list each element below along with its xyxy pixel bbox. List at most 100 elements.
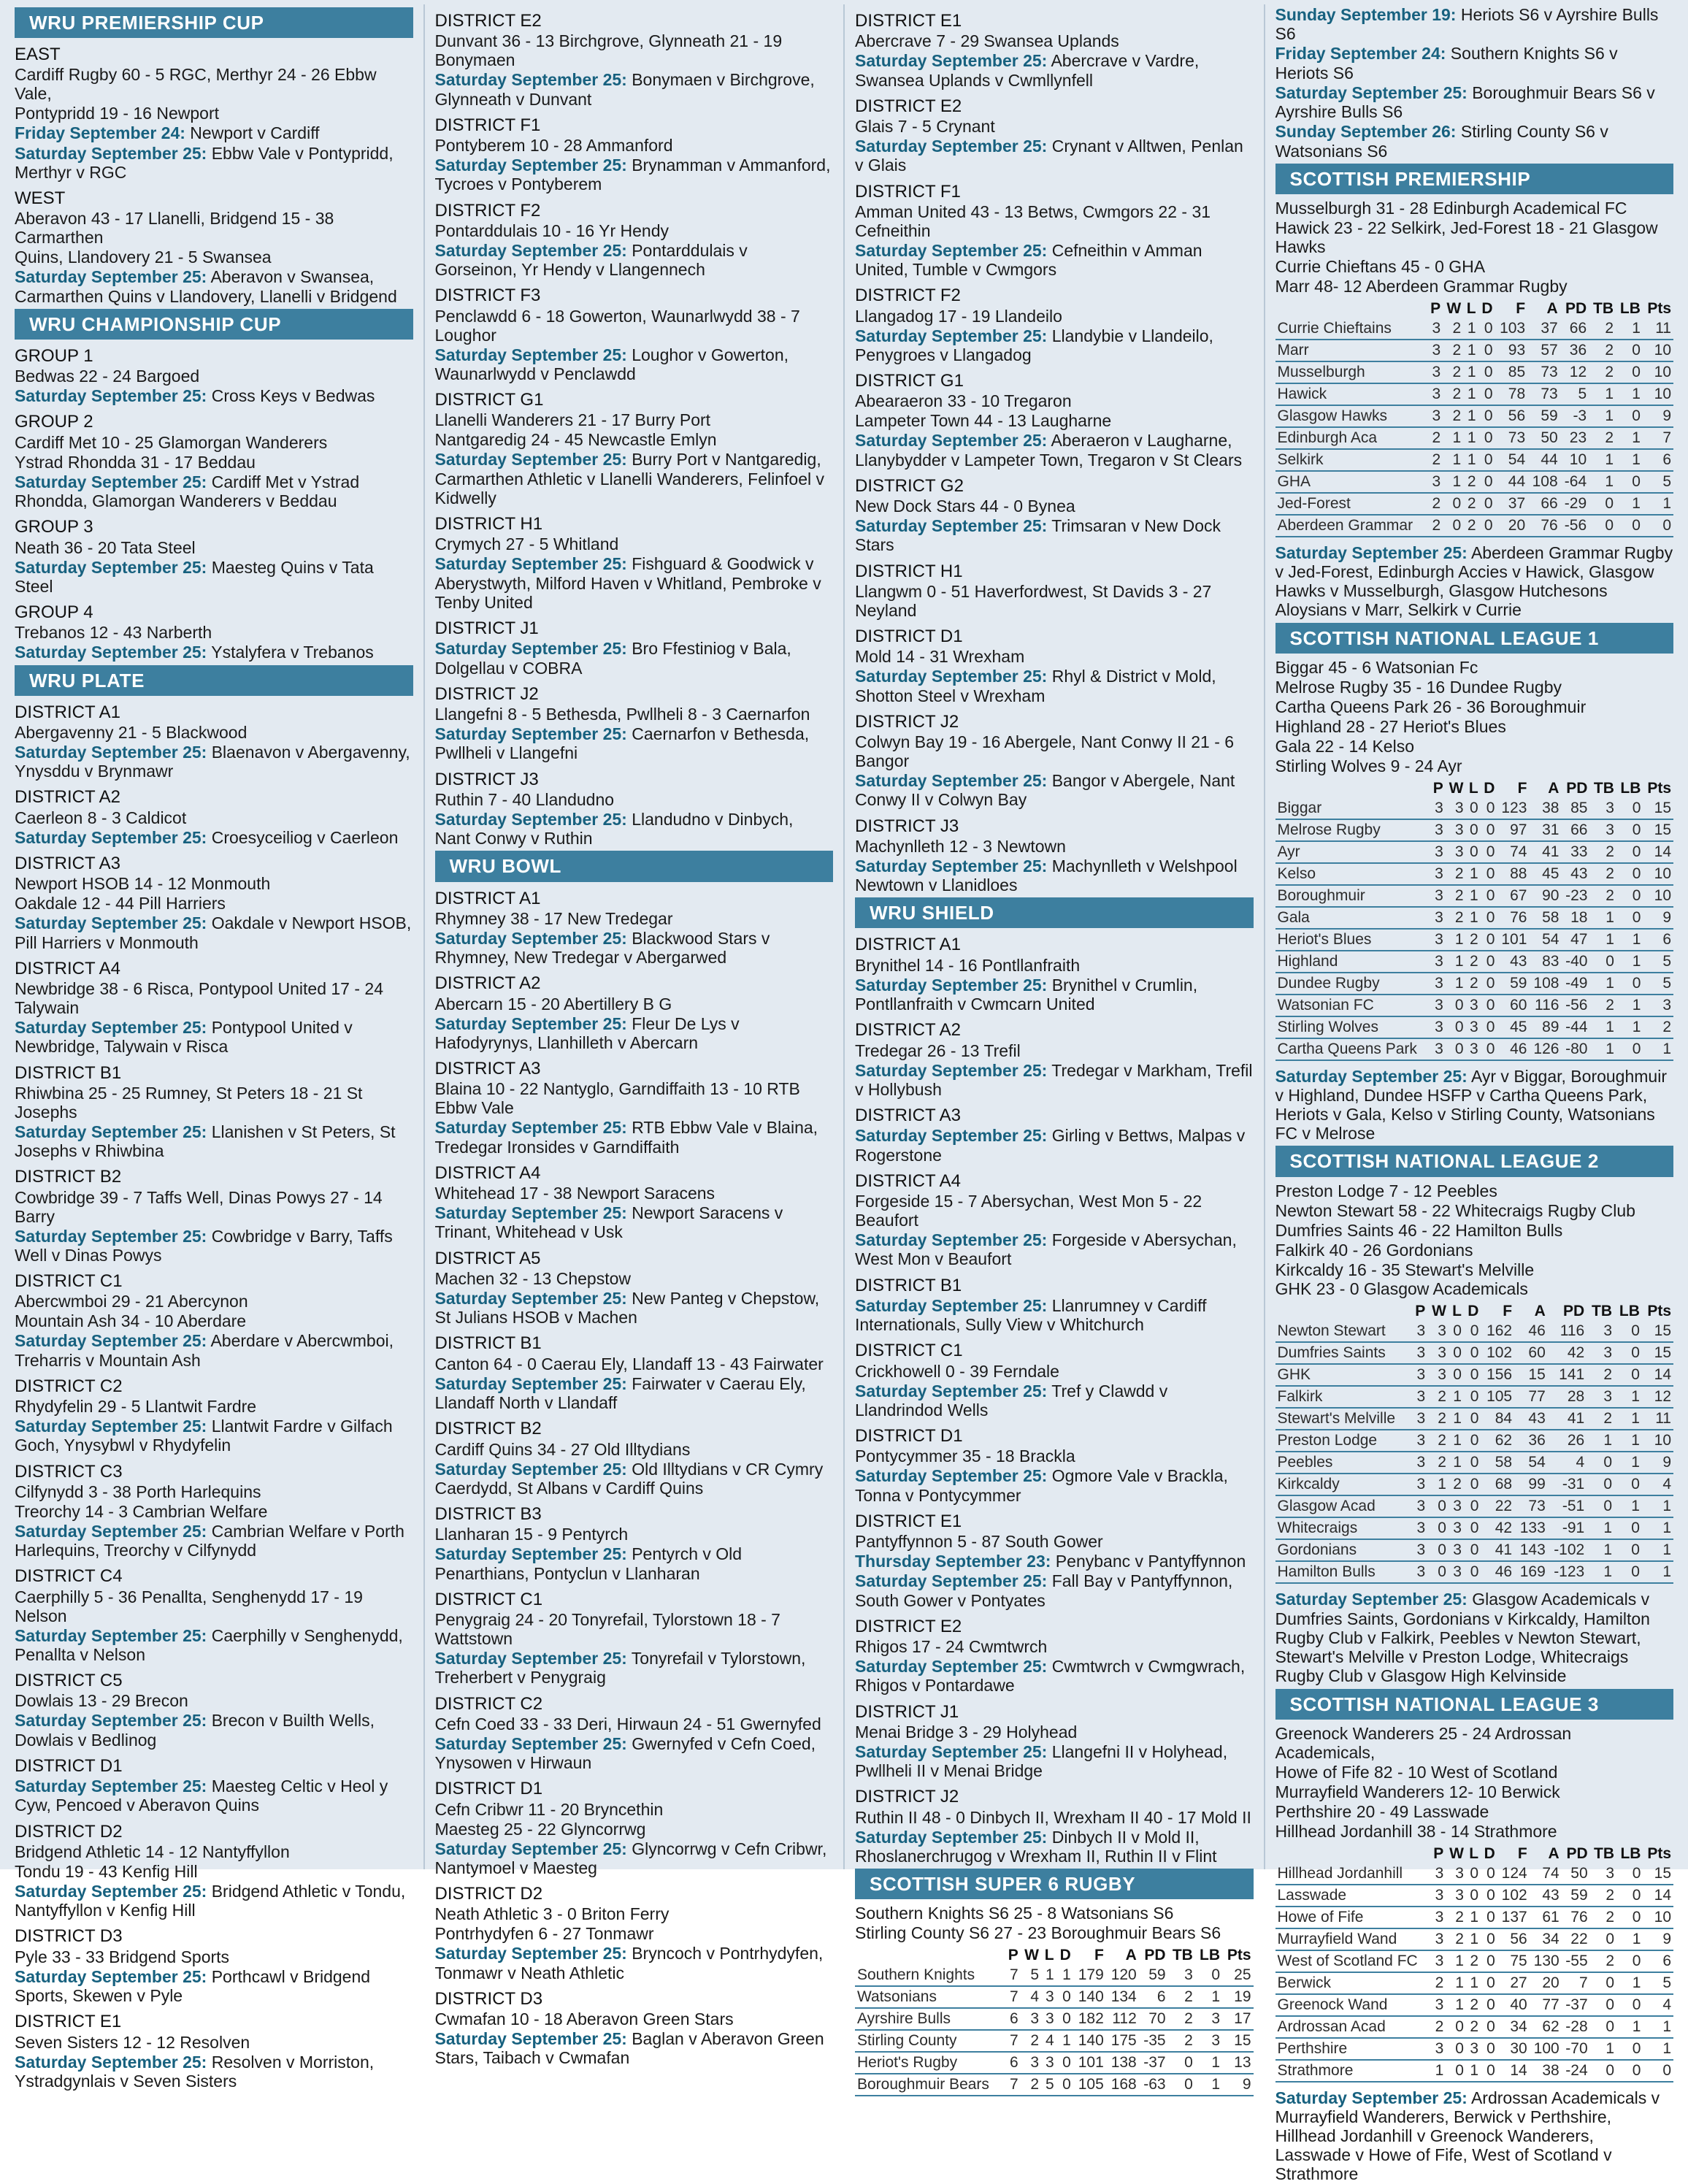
fixture-line: Saturday September 25: Abercrave v Vardr… — [855, 51, 1200, 90]
team-name-cell: Southern Knights — [855, 1965, 1005, 1988]
stat-cell-d: 0 — [1463, 1386, 1481, 1409]
stat-cell-lb: 0 — [1616, 1038, 1643, 1061]
team-name-cell: Berwick — [1275, 1972, 1430, 1995]
stat-cell-l: 1 — [1465, 1928, 1481, 1951]
stat-cell-tb: 1 — [1587, 1539, 1615, 1563]
stat-cell-p: 2 — [1430, 1972, 1446, 1995]
stat-cell-d: 0 — [1463, 1539, 1481, 1563]
table-row: Ayrshire Bulls 6 3 3 0 182 112 70 2 3 17 — [855, 2008, 1254, 2031]
stat-cell-p: 3 — [1411, 1342, 1428, 1365]
stat-cell-tb: 2 — [1589, 840, 1616, 864]
section-banner-wru-bowl: WRU BOWL — [434, 851, 833, 882]
note-day: Saturday September 25: — [1275, 543, 1468, 562]
stat-cell-l: 3 — [1465, 1038, 1481, 1061]
stat-cell-d: 0 — [1478, 470, 1495, 494]
subsection-heading: DISTRICT J2 — [855, 1787, 959, 1807]
fixture-day: Saturday September 25: — [855, 1381, 1048, 1401]
stat-cell-tb: 1 — [1589, 1016, 1616, 1039]
result-line: Highland 28 - 27 Heriot's Blues — [1275, 716, 1506, 736]
stat-cell-a: 112 — [1105, 2008, 1139, 2031]
subsection-heading: DISTRICT D1 — [15, 1755, 123, 1776]
stat-cell-pd: 50 — [1561, 1863, 1590, 1885]
stat-cell-pts: 10 — [1643, 1906, 1673, 1929]
stat-cell-f: 68 — [1481, 1474, 1515, 1497]
stat-cell-pts: 15 — [1641, 1342, 1673, 1365]
subsection-heading: GROUP 3 — [15, 517, 93, 537]
fixture-day: Saturday September 25: — [434, 1944, 627, 1963]
stat-cell-pd: -31 — [1547, 1474, 1587, 1497]
stat-cell-l: 3 — [1465, 1016, 1481, 1039]
fixture-day: Saturday September 25: — [434, 554, 627, 574]
stat-cell-p: 3 — [1427, 361, 1443, 384]
standings-table: P W L D F A PD TB LB Pts Southern Knights 7 5 1 1 179 12… — [855, 1947, 1254, 2097]
stat-cell-l: 0 — [1465, 819, 1481, 842]
stat-cell-pts: 11 — [1641, 1408, 1673, 1431]
result-line: Lampeter Town 44 - 13 Laugharne — [855, 411, 1112, 431]
stat-cell-lb: 1 — [1194, 1986, 1223, 2009]
result-line: Oakdale 12 - 44 Pill Harriers — [15, 894, 226, 913]
stat-cell-a: 100 — [1529, 2037, 1562, 2061]
stat-cell-pd: 26 — [1547, 1430, 1587, 1453]
stat-cell-tb: 1 — [1587, 1430, 1615, 1453]
team-name-cell: Newton Stewart — [1275, 1321, 1411, 1344]
stat-cell-pts: 7 — [1642, 426, 1673, 450]
result-line: Llanelli Wanderers 21 - 17 Burry Port — [434, 410, 711, 430]
stat-cell-a: 34 — [1529, 1928, 1562, 1951]
stat-cell-f: 88 — [1497, 862, 1530, 886]
stat-cell-w: 2 — [1446, 1906, 1466, 1929]
stat-cell-pd: 5 — [1560, 383, 1589, 406]
result-line: Cwmafan 10 - 18 Aberavon Green Stars — [434, 2009, 734, 2029]
table-row: Heriot's Rugby 6 3 3 0 101 138 -37 0 1 13 — [855, 2052, 1254, 2075]
stat-cell-d: 0 — [1478, 361, 1495, 384]
table-row: Murrayfield Wand 3 2 1 0 56 34 22 0 1 9 — [1275, 1928, 1673, 1951]
subsection-heading: EAST — [15, 45, 61, 65]
fixture-day: Saturday September 25: — [15, 643, 207, 662]
stat-cell-p: 3 — [1430, 1863, 1446, 1885]
result-line: Dumfries Saints 46 - 22 Hamilton Bulls — [1275, 1220, 1563, 1240]
column-header-l: L — [1452, 1303, 1462, 1320]
stat-cell-l: 0 — [1448, 1342, 1464, 1365]
table-row: Heriot's Blues 3 1 2 0 101 54 47 1 1 6 — [1275, 928, 1673, 951]
fixture-day: Saturday September 25: — [434, 345, 627, 364]
stat-cell-a: 99 — [1514, 1474, 1548, 1497]
stat-cell-tb: 2 — [1589, 339, 1616, 362]
result-line: Gala 22 - 14 Kelso — [1275, 736, 1415, 756]
stat-cell-pd: -80 — [1561, 1038, 1590, 1061]
table-row: Perthshire 3 0 3 0 30 100 -70 1 0 1 — [1275, 2037, 1673, 2061]
result-line: Tredegar 26 - 13 Trefil — [855, 1041, 1021, 1060]
column-header-pd: PD — [1565, 299, 1587, 317]
result-line: Whitehead 17 - 38 Newport Saracens — [434, 1184, 716, 1203]
stat-cell-pts: 14 — [1643, 1884, 1673, 1907]
column-header-p: P — [1433, 1844, 1444, 1862]
column-header-team — [1275, 1303, 1411, 1321]
stat-cell-pts: 1 — [1641, 1517, 1673, 1541]
fixture-day: Sunday September 26: — [1275, 122, 1457, 142]
result-line: Musselburgh 31 - 28 Edinburgh Academical… — [1275, 198, 1627, 218]
result-line: Nantgaredig 24 - 45 Newcastle Emlyn — [434, 430, 717, 450]
stat-cell-l: 3 — [1465, 994, 1481, 1017]
table-row: Highland 3 1 2 0 43 83 -40 0 1 5 — [1275, 950, 1673, 973]
stat-cell-d: 0 — [1480, 972, 1497, 995]
stat-cell-tb: 3 — [1587, 1321, 1615, 1344]
stat-cell-a: 38 — [1529, 797, 1562, 820]
fixture-line: Saturday September 25: Llandudno v Dinby… — [434, 810, 794, 848]
table-row: Stirling Wolves 3 0 3 0 45 89 -44 1 1 2 — [1275, 1016, 1673, 1039]
result-line: Menai Bridge 3 - 29 Holyhead — [855, 1723, 1078, 1742]
result-line: Perthshire 20 - 49 Lasswade — [1275, 1801, 1489, 1821]
team-name-cell: Watsonian FC — [1275, 994, 1430, 1017]
stat-cell-l: 2 — [1465, 950, 1481, 973]
stat-cell-d: 0 — [1480, 862, 1497, 886]
subsection-heading: DISTRICT C4 — [15, 1566, 123, 1587]
stat-cell-tb: 0 — [1589, 1993, 1617, 2017]
fixture-line: Saturday September 25: Brynithel v Cruml… — [855, 975, 1198, 1014]
subsection-heading: DISTRICT A1 — [15, 702, 120, 722]
section-note: Saturday September 25: Glasgow Academica… — [1275, 1590, 1650, 1686]
stat-cell-a: 15 — [1514, 1364, 1548, 1387]
result-line: Marr 48- 12 Aberdeen Grammar Rugby — [1275, 276, 1568, 296]
stat-cell-a: 61 — [1529, 1906, 1562, 1929]
team-name-cell: Preston Lodge — [1275, 1430, 1411, 1453]
stat-cell-lb: 1 — [1616, 994, 1643, 1017]
standings-table: P W L D F A PD TB LB Pts Hillhead Jordanhill 3 3 0 0 12… — [1275, 1844, 1673, 2083]
stat-cell-l: 3 — [1041, 2008, 1056, 2031]
stat-cell-f: 73 — [1495, 426, 1528, 450]
